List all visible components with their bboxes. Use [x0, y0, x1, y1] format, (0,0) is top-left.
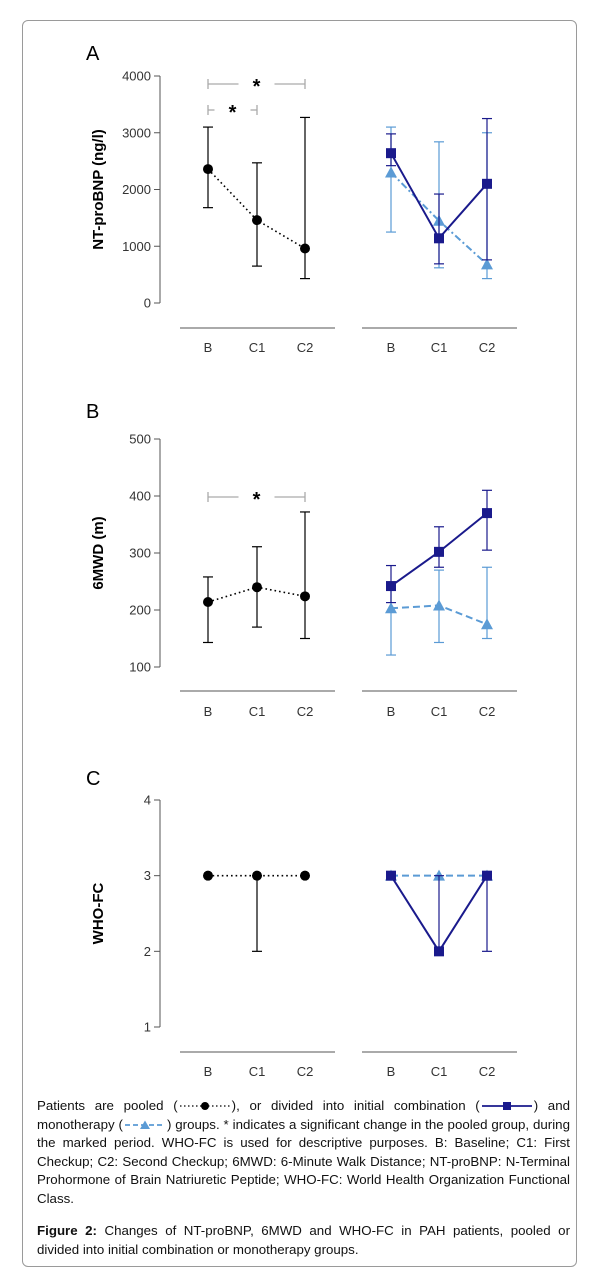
caption-legend-text: Patients are pooled ( ), or divided into … — [37, 1097, 570, 1208]
x-tick-label-right: C1 — [431, 340, 448, 355]
x-tick-label-left: B — [204, 1064, 213, 1079]
figure-title: Figure 2: Changes of NT-proBNP, 6MWD and… — [37, 1222, 570, 1259]
panel-a: A NT-proBNP (ng/l) 0 1000 2000 3000 4000 B C1 C2 B… — [86, 43, 517, 355]
panel-b: B 6MWD (m) 100 200 300 400 500 B C1 C2 B C1 C2 * — [86, 401, 517, 719]
y-tick-label: 2000 — [122, 182, 151, 197]
panel-c: C WHO-FC 1 2 3 4 B C1 C2 B C1 C2 — [86, 768, 517, 1079]
series-line — [207, 168, 306, 250]
y-tick-label: 2 — [144, 944, 151, 959]
data-point — [203, 597, 213, 608]
figure-caption: Patients are pooled ( ), or divided into … — [37, 1097, 570, 1259]
data-point — [252, 215, 262, 226]
data-point — [482, 178, 492, 189]
x-tick-label-right: B — [387, 340, 396, 355]
legend-pooled-icon — [179, 1102, 230, 1111]
significance-star: * — [253, 76, 261, 98]
panel-letter: A — [86, 43, 100, 65]
x-tick-label-left: C2 — [297, 1064, 314, 1079]
data-point — [300, 243, 310, 254]
y-tick-label: 4 — [144, 793, 151, 808]
x-tick-label-right: C2 — [479, 1064, 496, 1079]
y-axis-label: NT-proBNP (ng/l) — [90, 129, 107, 250]
data-point — [252, 870, 262, 881]
data-point — [433, 599, 445, 611]
x-tick-label-right: B — [387, 1064, 396, 1079]
y-tick-label: 400 — [129, 489, 151, 504]
y-tick-label: 300 — [129, 546, 151, 561]
x-tick-label-left: C1 — [249, 1064, 266, 1079]
data-point — [203, 164, 213, 175]
data-point — [481, 618, 493, 630]
x-tick-label-left: B — [204, 704, 213, 719]
data-point — [300, 591, 310, 602]
series-combination — [386, 870, 492, 957]
series-pooled — [203, 870, 310, 952]
data-point — [434, 546, 444, 557]
significance-star: * — [229, 102, 237, 124]
data-point — [386, 581, 396, 592]
figure-title-text: Changes of NT-proBNP, 6MWD and WHO-FC in… — [37, 1223, 570, 1257]
y-tick-label: 1000 — [122, 239, 151, 254]
caption-part-1: Patients are pooled ( — [37, 1098, 178, 1113]
figure-label: Figure 2: — [37, 1223, 97, 1238]
y-tick-label: 0 — [144, 296, 151, 311]
data-point — [481, 258, 493, 270]
panel-letter: C — [86, 768, 100, 790]
data-point — [482, 870, 492, 881]
data-point — [482, 508, 492, 519]
x-tick-label-left: C2 — [297, 340, 314, 355]
series-monotherapy — [385, 566, 493, 656]
y-tick-label: 1 — [144, 1020, 151, 1035]
x-tick-label-left: C2 — [297, 704, 314, 719]
data-point — [385, 166, 397, 178]
data-point — [386, 870, 396, 881]
series-line — [390, 171, 488, 266]
x-tick-label-left: B — [204, 340, 213, 355]
data-point — [203, 870, 213, 881]
y-tick-label: 500 — [129, 432, 151, 447]
data-point — [385, 602, 397, 614]
x-tick-label-right: C1 — [431, 704, 448, 719]
significance-star: * — [253, 489, 261, 511]
data-point — [434, 233, 444, 244]
x-tick-label-left: C1 — [249, 704, 266, 719]
series-pooled — [203, 116, 310, 280]
y-tick-label: 100 — [129, 660, 151, 675]
data-point — [434, 946, 444, 957]
data-point — [252, 582, 262, 593]
x-tick-label-right: C2 — [479, 704, 496, 719]
figure-frame — [22, 20, 577, 1267]
y-tick-label: 3000 — [122, 125, 151, 140]
data-point — [300, 870, 310, 881]
legend-combination-icon — [481, 1102, 532, 1111]
data-point — [386, 148, 396, 159]
y-tick-label: 200 — [129, 603, 151, 618]
y-tick-label: 3 — [144, 868, 151, 883]
x-tick-label-right: B — [387, 704, 396, 719]
legend-monotherapy-icon — [124, 1120, 165, 1129]
series-pooled — [203, 511, 310, 644]
x-tick-label-left: C1 — [249, 340, 266, 355]
y-axis-label: WHO-FC — [90, 883, 107, 945]
caption-part-3: ) and monotherapy ( — [37, 1098, 570, 1132]
panel-letter: B — [86, 401, 99, 423]
y-axis-label: 6MWD (m) — [90, 516, 107, 589]
y-tick-label: 4000 — [122, 69, 151, 84]
caption-part-4: ) groups. * indicates a significant chan… — [37, 1116, 570, 1206]
series-combination — [386, 117, 492, 265]
caption-part-2: ), or divided into initial combination ( — [231, 1098, 480, 1113]
series-combination — [386, 489, 492, 604]
x-tick-label-right: C2 — [479, 340, 496, 355]
x-tick-label-right: C1 — [431, 1064, 448, 1079]
